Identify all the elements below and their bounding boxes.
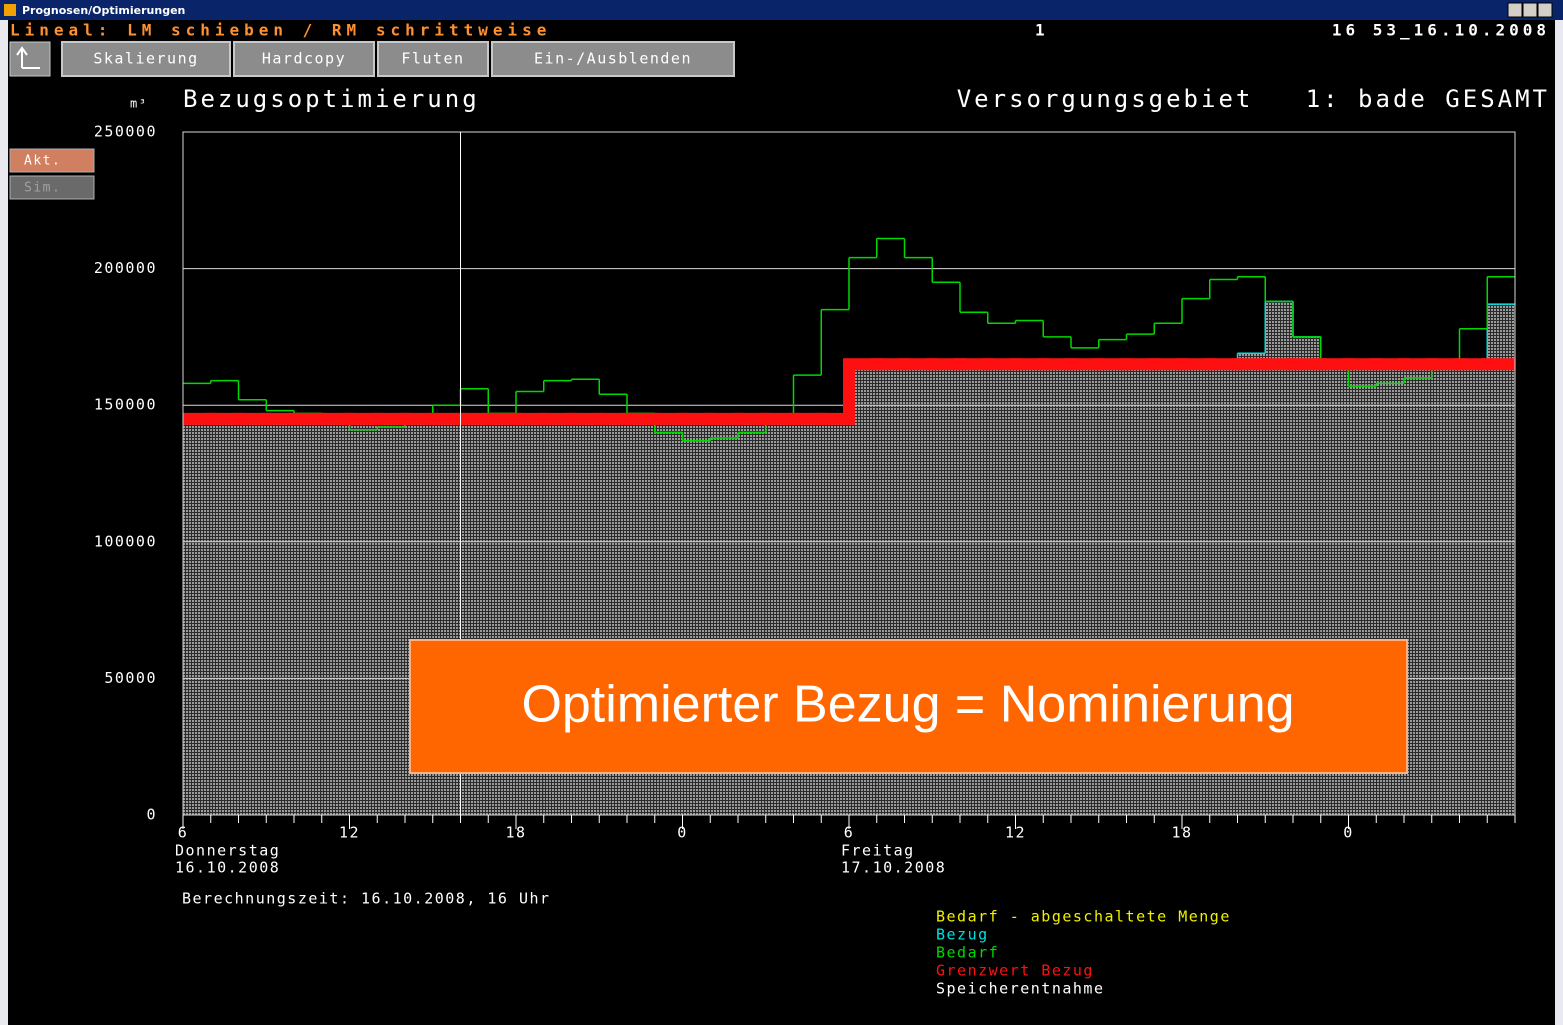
day-label: Freitag xyxy=(841,842,915,860)
mode-button-label: Sim. xyxy=(24,181,61,196)
x-tick-label: 12 xyxy=(339,824,360,842)
area-step xyxy=(1404,364,1432,815)
x-tick-label: 12 xyxy=(1005,824,1026,842)
mode-buttons: Akt. Sim. xyxy=(9,148,95,200)
area-step xyxy=(1431,364,1460,815)
app-icon xyxy=(4,4,16,16)
legend-entry: Grenzwert Bezug xyxy=(936,962,1094,980)
area-step xyxy=(377,418,405,815)
y-tick-label: 200000 xyxy=(94,259,157,277)
toolbar-button[interactable] xyxy=(233,41,375,77)
day-label: Donnerstag xyxy=(175,842,280,860)
legend-entry: Bedarf xyxy=(936,944,999,962)
minimize[interactable] xyxy=(1507,2,1523,18)
area-step xyxy=(349,418,378,815)
annotation-box xyxy=(409,639,1408,774)
x-tick-label: 6 xyxy=(178,824,189,842)
chart-subtitle: Versorgungsgebiet 1: bade GESAMT xyxy=(957,85,1550,113)
area-step xyxy=(294,418,322,815)
date-label: 17.10.2008 xyxy=(841,859,946,877)
area-step xyxy=(1459,364,1488,815)
mode-button-label: Akt. xyxy=(24,154,61,169)
y-tick-label: 150000 xyxy=(94,396,157,414)
maximize[interactable] xyxy=(1522,2,1538,18)
x-tick-label: 6 xyxy=(844,824,855,842)
area-step xyxy=(1487,304,1515,815)
back-button[interactable] xyxy=(9,41,51,77)
status-hint: Lineal: LM schieben / RM schrittweise xyxy=(10,21,551,40)
x-tick-label: 18 xyxy=(1171,824,1192,842)
left-frame xyxy=(0,0,8,1025)
toolbar-button[interactable] xyxy=(61,41,231,77)
toolbar-button[interactable] xyxy=(491,41,735,77)
date-label: 16.10.2008 xyxy=(175,859,280,877)
x-tick-label: 0 xyxy=(677,824,688,842)
toolbar-button[interactable] xyxy=(377,41,489,77)
chart: Bezugsoptimierung m³ Versorgungsgebiet 1: … xyxy=(94,85,1550,998)
mode-button[interactable] xyxy=(9,148,95,173)
legend-entry: Bedarf - abgeschaltete Menge xyxy=(936,908,1231,926)
status-number: 1 xyxy=(1035,21,1046,40)
right-frame xyxy=(1555,0,1563,1025)
window-title: Prognosen/Optimierungen xyxy=(22,4,185,17)
back-icon xyxy=(16,46,40,69)
title-bar xyxy=(0,0,1563,20)
footnote: Berechnungszeit: 16.10.2008, 16 Uhr xyxy=(182,890,551,908)
area-step xyxy=(238,418,267,815)
area-step xyxy=(266,418,294,815)
annotation-text: Optimierter Bezug = Nominierung xyxy=(521,676,1294,734)
legend-entry: Speicherentnahme xyxy=(936,980,1105,998)
mode-button[interactable] xyxy=(9,175,95,200)
status-timestamp: 16 53_16.10.2008 xyxy=(1332,21,1550,40)
area-step xyxy=(210,418,239,815)
window-controls xyxy=(1507,2,1553,18)
toolbar-button-label: Hardcopy xyxy=(262,50,346,68)
toolbar-button-label: Ein-/Ausblenden xyxy=(534,50,692,68)
x-tick-label: 0 xyxy=(1343,824,1354,842)
y-tick-label: 0 xyxy=(146,806,157,824)
y-unit: m³ xyxy=(130,97,147,111)
area-step xyxy=(321,418,350,815)
legend-entry: Bezug xyxy=(936,926,989,944)
x-tick-label: 18 xyxy=(505,824,526,842)
close[interactable] xyxy=(1537,2,1553,18)
toolbar-button-label: Skalierung xyxy=(93,50,198,68)
y-tick-label: 250000 xyxy=(94,123,157,141)
chart-title: Bezugsoptimierung xyxy=(183,85,480,113)
y-tick-label: 100000 xyxy=(94,532,157,550)
area-step xyxy=(183,418,211,815)
toolbar-button-label: Fluten xyxy=(401,50,464,68)
toolbar: Skalierung Hardcopy Fluten Ein-/Ausblenden xyxy=(61,41,735,77)
y-tick-label: 50000 xyxy=(104,669,157,687)
